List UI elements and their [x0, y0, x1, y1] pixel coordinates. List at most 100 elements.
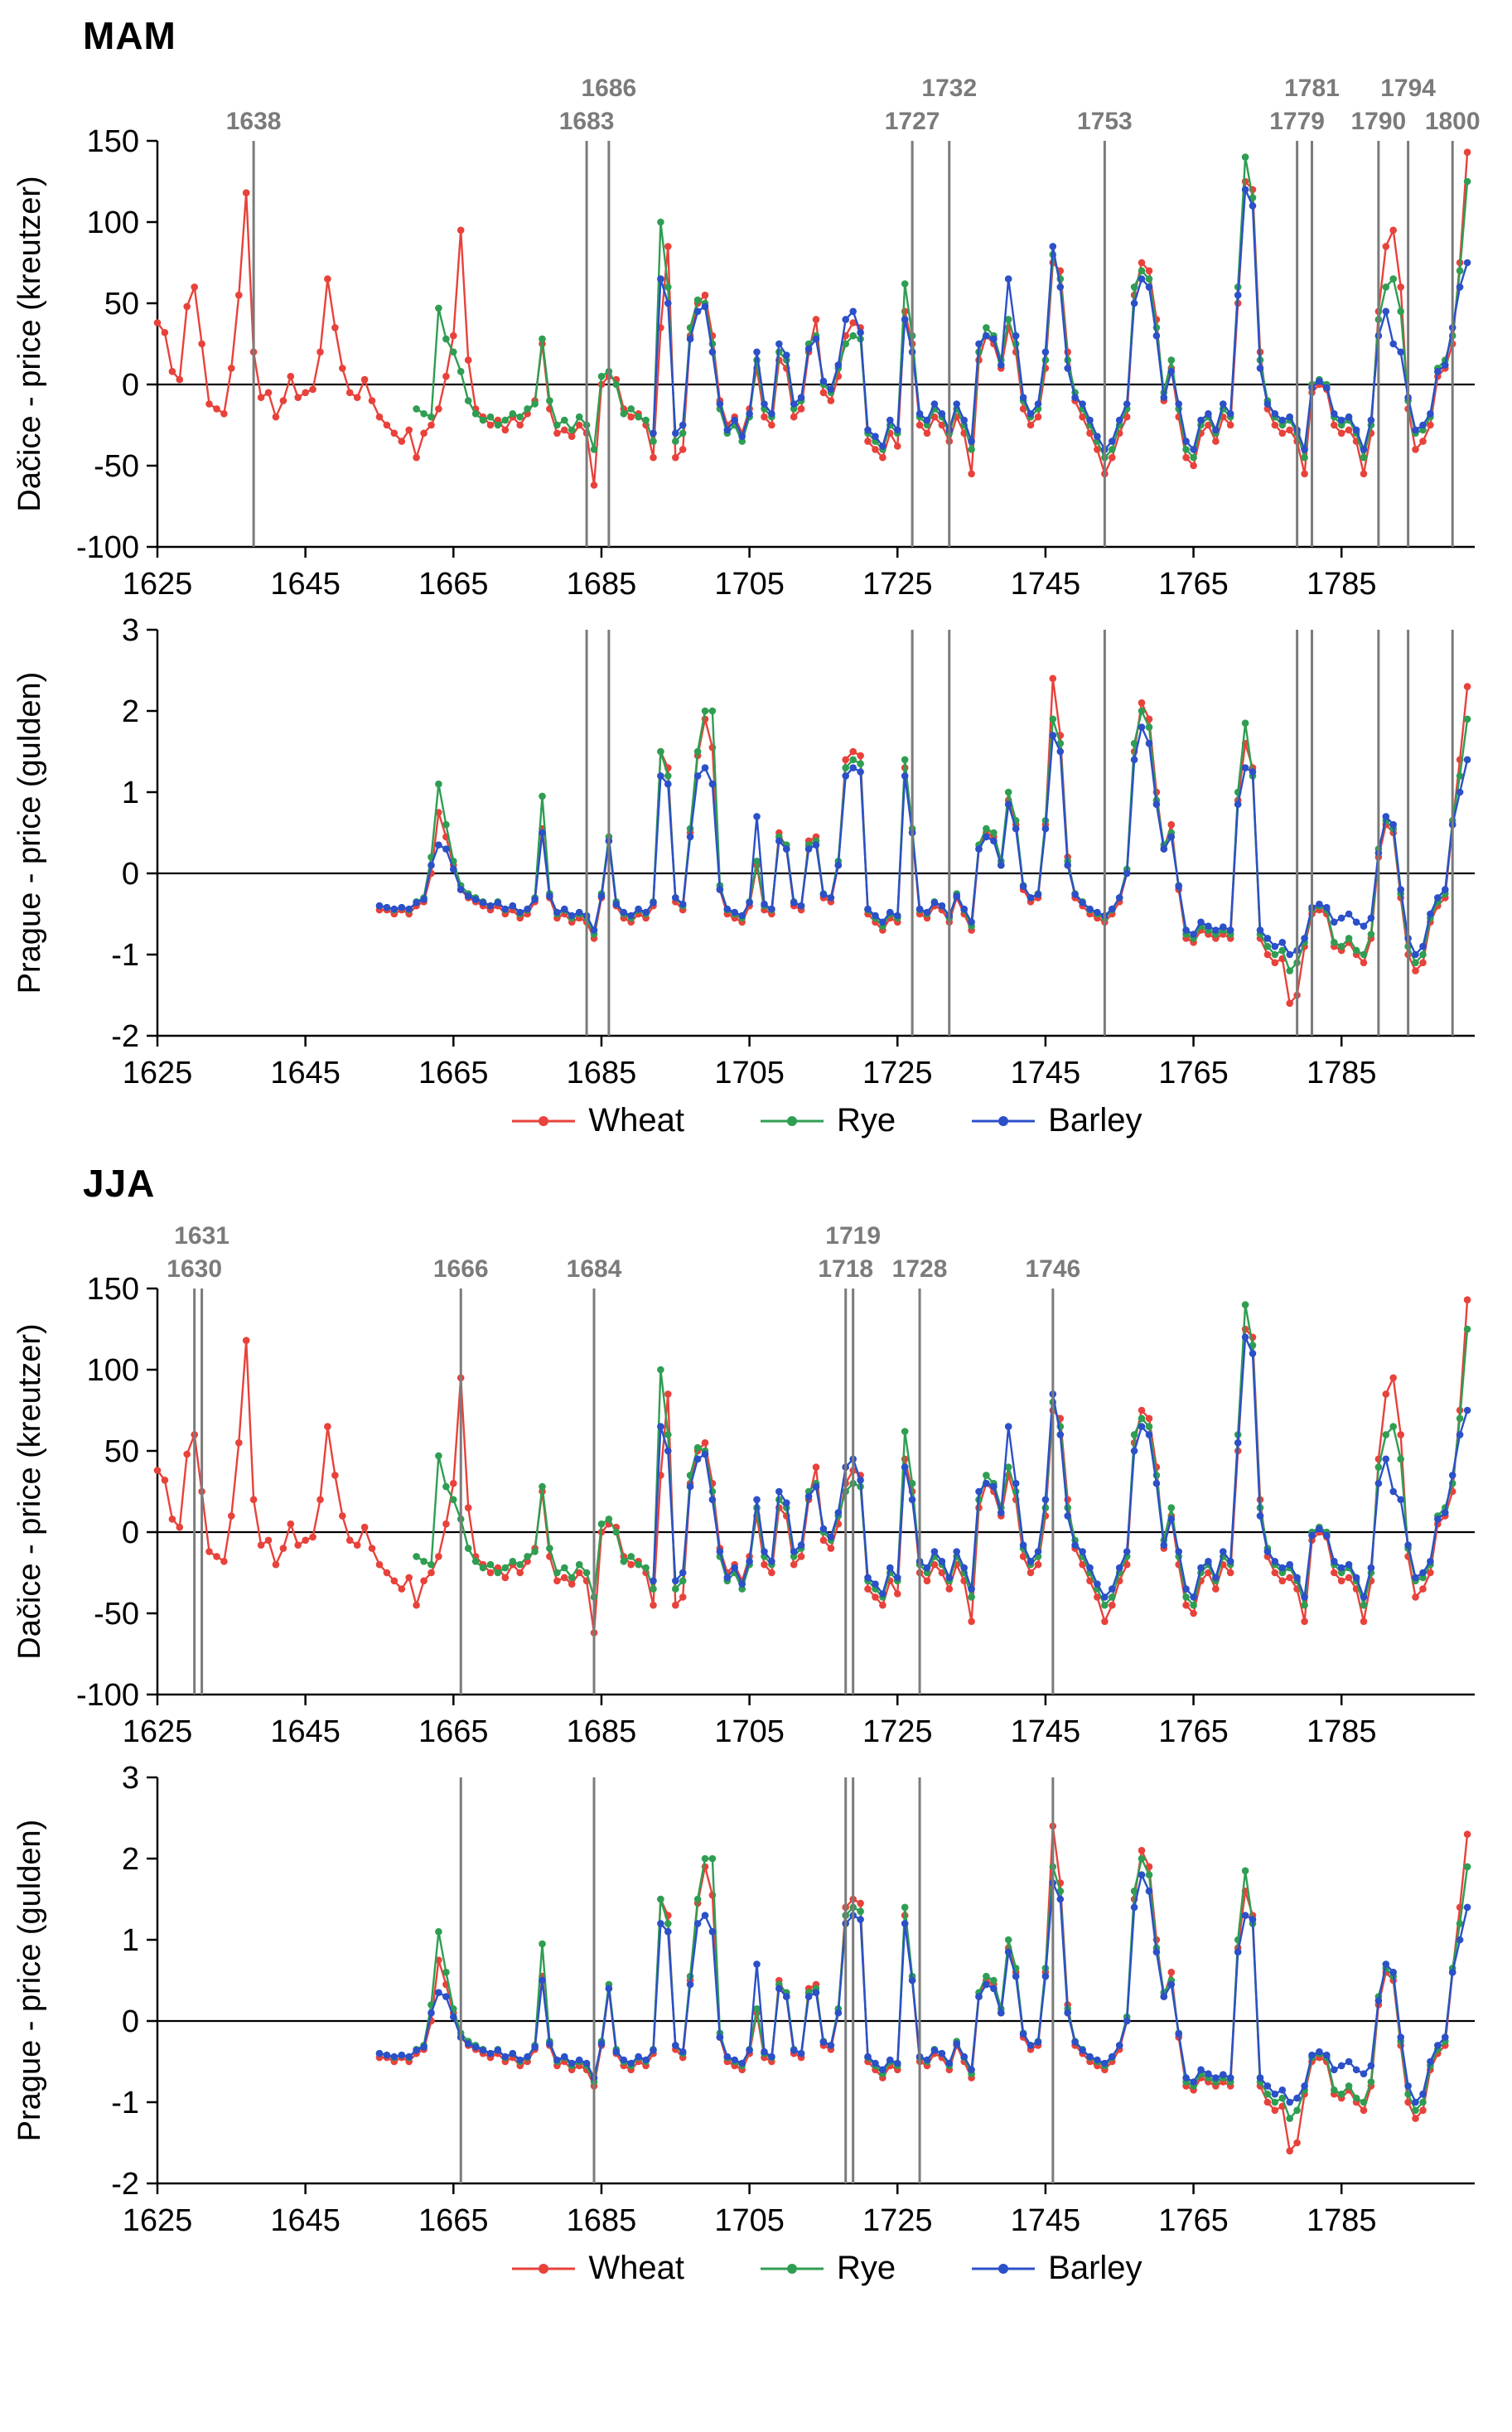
marker-year-label: 1800: [1425, 108, 1481, 135]
event-markers: 1638 1683 1686 1727 1732 1753 1779 1781 1790 1794…: [226, 75, 1481, 547]
x-tick-label: 1685: [567, 567, 637, 602]
figure: MAM 150 100 50 0 -50 -100 1625 1645 1665 1685 1705…: [0, 13, 1512, 2287]
x-tick-label: 1685: [567, 1056, 637, 1090]
x-tick-label: 1645: [270, 1714, 341, 1749]
x-tick-label: 1785: [1307, 567, 1377, 602]
x-tick-label: 1765: [1158, 1056, 1229, 1090]
y-tick-label: -2: [111, 1019, 139, 1054]
y-tick-label: -100: [76, 530, 139, 565]
wheat-series: [375, 674, 1471, 1008]
x-tick-label: 1785: [1307, 1714, 1377, 1749]
x-tick-label: 1665: [418, 2203, 489, 2238]
barley-line-icon: [970, 1114, 1036, 1128]
x-tick-label: 1625: [123, 1714, 193, 1749]
x-tick-label: 1645: [270, 1056, 341, 1090]
x-tick-label: 1725: [862, 1714, 933, 1749]
x-tick-label: 1745: [1011, 1714, 1081, 1749]
event-markers: 1630 1631 1666 1684 1718 1719 1728 1746: [167, 1222, 1080, 1695]
marker-year-label: 1630: [167, 1255, 222, 1283]
legend-label-barley: Barley: [1048, 2250, 1142, 2286]
marker-year-label: 1746: [1025, 1255, 1080, 1283]
marker-year-label: 1727: [885, 108, 940, 135]
y-axis-label: Dačice - price (kreutzer): [12, 1323, 47, 1659]
wheat-series: [375, 1822, 1471, 2155]
y-axis-label: Prague - price (gulden): [12, 1820, 47, 2142]
x-tick-label: 1645: [270, 567, 341, 602]
y-tick-label: 0: [122, 1516, 139, 1550]
marker-year-label: 1732: [921, 75, 977, 102]
legend-item-rye: Rye: [759, 2250, 896, 2287]
x-tick-label: 1765: [1158, 1714, 1229, 1749]
y-tick-label: 100: [87, 205, 139, 240]
y-tick-label: 0: [122, 857, 139, 892]
barley-line-icon: [970, 2262, 1036, 2275]
marker-year-label: 1718: [818, 1255, 873, 1283]
x-tick-label: 1685: [567, 2203, 637, 2238]
y-tick-label: 100: [87, 1353, 139, 1388]
x-tick-label: 1645: [270, 2203, 341, 2238]
legend-label-rye: Rye: [837, 2250, 896, 2286]
legend-mam: Wheat Rye Barley: [0, 1102, 1512, 1139]
legend-item-wheat: Wheat: [510, 2250, 684, 2287]
marker-year-label: 1684: [567, 1255, 622, 1283]
barley-series: [650, 186, 1471, 453]
rye-line-icon: [759, 1114, 825, 1128]
marker-year-label: 1781: [1284, 75, 1340, 102]
y-tick-label: 50: [104, 287, 139, 322]
marker-year-label: 1753: [1077, 108, 1133, 135]
marker-year-label: 1631: [174, 1222, 229, 1250]
legend-item-barley: Barley: [970, 1102, 1142, 1139]
x-tick-label: 1785: [1307, 1056, 1377, 1090]
x-tick-label: 1705: [714, 1056, 785, 1090]
panel-mam: MAM 150 100 50 0 -50 -100 1625 1645 1665 1685 1705…: [0, 13, 1512, 1139]
x-tick-label: 1745: [1011, 1056, 1081, 1090]
legend-label-barley: Barley: [1048, 1102, 1142, 1139]
x-tick-label: 1705: [714, 2203, 785, 2238]
y-axis-label: Dačice - price (kreutzer): [12, 176, 47, 511]
x-tick-label: 1625: [123, 1056, 193, 1090]
y-tick-label: 0: [122, 2004, 139, 2039]
legend-label-wheat: Wheat: [588, 1102, 685, 1139]
legend-item-wheat: Wheat: [510, 1102, 684, 1139]
chart-mam-prague: 3 2 1 0 -1 -2 1625 1645 1665 1685 1705 1725 1745 1765…: [0, 605, 1512, 1094]
panel-jja: JJA 150 100 50 0 -50 -100 1625 1645 1665 1685 1705…: [0, 1161, 1512, 2287]
x-tick-label: 1725: [862, 567, 933, 602]
chart-mam-dacice: 150 100 50 0 -50 -100 1625 1645 1665 1685 1705 1725…: [0, 58, 1512, 605]
y-tick-label: 1: [122, 776, 139, 810]
chart-jja-dacice: 150 100 50 0 -50 -100 1625 1645 1665 1685 1705 1725…: [0, 1206, 1512, 1753]
marker-year-label: 1638: [226, 108, 282, 135]
x-tick-label: 1685: [567, 1714, 637, 1749]
marker-year-label: 1719: [825, 1222, 881, 1250]
x-tick-label: 1745: [1011, 567, 1081, 602]
rye-line-icon: [759, 2262, 825, 2275]
x-tick-label: 1665: [418, 567, 489, 602]
marker-year-label: 1728: [892, 1255, 948, 1283]
y-tick-label: -100: [76, 1678, 139, 1713]
legend-item-barley: Barley: [970, 2250, 1142, 2287]
panel-title-mam: MAM: [83, 14, 176, 57]
marker-year-label: 1794: [1380, 75, 1436, 102]
y-tick-label: 150: [87, 124, 139, 159]
x-tick-label: 1705: [714, 567, 785, 602]
y-tick-label: 150: [87, 1272, 139, 1307]
x-tick-label: 1725: [862, 1056, 933, 1090]
barley-series: [375, 723, 1471, 959]
x-tick-label: 1705: [714, 1714, 785, 1749]
y-tick-label: -2: [111, 2167, 139, 2202]
x-tick-label: 1765: [1158, 2203, 1229, 2238]
x-tick-label: 1765: [1158, 567, 1229, 602]
marker-year-label: 1686: [582, 75, 637, 102]
y-tick-label: 50: [104, 1434, 139, 1469]
y-tick-label: -1: [111, 938, 139, 973]
legend-label-rye: Rye: [837, 1102, 896, 1139]
x-tick-label: 1785: [1307, 2203, 1377, 2238]
x-tick-label: 1665: [418, 1714, 489, 1749]
marker-year-label: 1779: [1269, 108, 1325, 135]
wheat-line-icon: [510, 2262, 577, 2275]
y-tick-label: 0: [122, 368, 139, 403]
